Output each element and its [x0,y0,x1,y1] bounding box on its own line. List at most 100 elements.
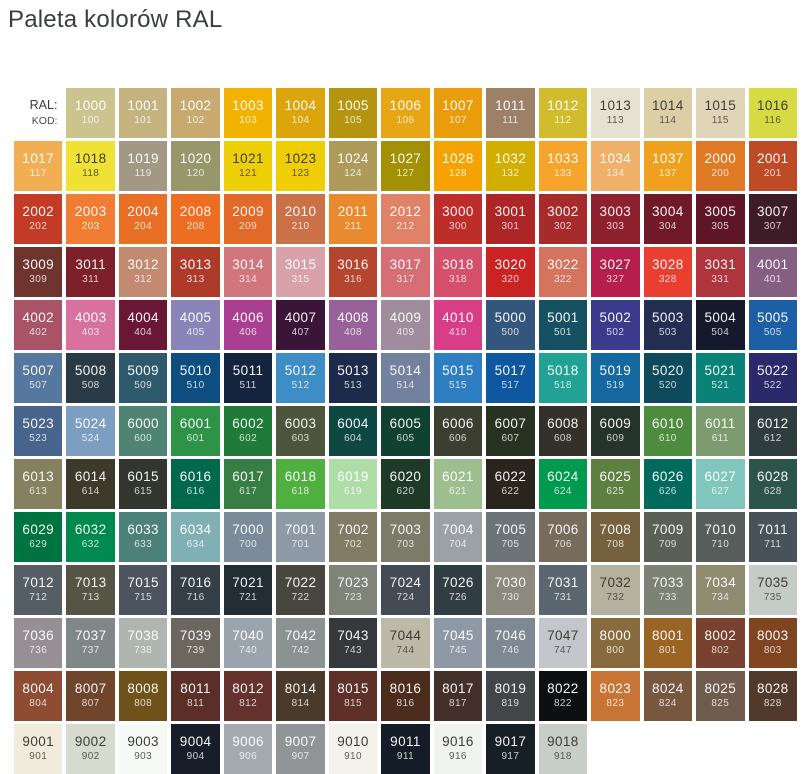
ral-swatch-8015: 8015 815 [328,671,378,721]
ral-code: 5021 [704,363,737,379]
ral-swatch-4010: 4010 410 [433,300,483,350]
kod-code: 713 [81,592,100,604]
ral-code: 2001 [756,151,789,167]
ral-code: 1032 [494,151,527,167]
ral-swatch-3018: 3018 318 [433,247,483,297]
ral-code: 9018 [547,734,579,750]
ral-swatch-6018: 6018 618 [276,459,325,509]
kod-code: 629 [29,539,48,551]
kod-code: 610 [658,433,677,445]
kod-code: 634 [186,539,205,551]
ral-code: 5017 [494,363,527,379]
ral-code: 6033 [127,522,159,538]
ral-swatch-6004: 6004 604 [328,406,378,456]
ral-swatch-4005: 4005 405 [171,300,220,350]
ral-code: 6019 [337,469,369,485]
kod-code: 119 [134,168,152,180]
kod-code: 602 [239,433,258,445]
kod-code: 403 [81,327,100,339]
ral-swatch-2011: 2011 211 [328,194,378,244]
ral-code: 8002 [704,628,737,644]
kod-code: 524 [81,433,100,445]
kod-code: 608 [553,433,572,445]
kod-code: 619 [344,486,362,498]
ral-swatch-6012: 6012 612 [748,406,797,456]
legend-cell: RAL: KOD: [14,88,63,138]
ral-code: 8000 [599,628,632,644]
ral-code: 6000 [127,416,159,432]
ral-swatch-7031: 7031 731 [538,565,588,615]
kod-code: 128 [449,168,467,180]
ral-swatch-6007: 6007 607 [486,406,535,456]
ral-code: 6007 [494,416,527,432]
kod-code: 100 [81,115,100,127]
ral-code: 6034 [179,522,212,538]
ral-code: 7023 [337,575,369,591]
ral-code: 5022 [756,363,789,379]
ral-code: 7006 [547,522,579,538]
kod-code: 712 [29,592,48,604]
kod-code: 732 [606,592,625,604]
ral-swatch-5022: 5022 522 [748,353,797,403]
ral-code: 7008 [599,522,632,538]
ral-swatch-7008: 7008 708 [591,512,640,562]
kod-code: 515 [449,380,467,392]
kod-code: 523 [29,433,48,445]
ral-code: 4010 [442,310,474,326]
ral-swatch-1012: 1012 112 [538,88,588,138]
ral-swatch-1020: 1020 120 [171,141,220,191]
ral-code: 7015 [127,575,159,591]
kod-code: 101 [134,115,153,127]
kod-code: 724 [396,592,415,604]
ral-swatch-5008: 5008 508 [66,353,115,403]
ral-swatch-6017: 6017 617 [223,459,273,509]
ral-swatch-3012: 3012 312 [118,247,168,297]
ral-swatch-1016: 1016 116 [748,88,797,138]
kod-code: 406 [239,327,258,339]
ral-swatch-7004: 7004 704 [433,512,483,562]
ral-code: 3020 [494,257,527,273]
ral-swatch-6013: 6013 613 [14,459,63,509]
kod-code: 505 [763,327,782,339]
ral-swatch-5007: 5007 507 [14,353,63,403]
ral-swatch-6033: 6033 633 [118,512,168,562]
ral-code: 7030 [494,575,527,591]
ral-code: 1017 [22,151,55,167]
kod-code: 823 [606,698,625,710]
ral-swatch-4004: 4004 404 [118,300,168,350]
ral-swatch-3017: 3017 317 [381,247,430,297]
ral-swatch-9003: 9003 903 [118,724,168,774]
kod-code: 410 [449,327,467,339]
ral-swatch-6028: 6028 628 [748,459,797,509]
ral-code: 1005 [337,98,369,114]
ral-swatch-7003: 7003 703 [381,512,430,562]
ral-code: 5023 [22,416,55,432]
kod-code: 801 [658,645,677,657]
ral-code: 1019 [127,151,159,167]
ral-code: 1033 [547,151,579,167]
ral-code: 6015 [127,469,159,485]
kod-code: 313 [186,274,205,286]
kod-code: 212 [396,221,415,233]
ral-swatch-2000: 2000 200 [696,141,745,191]
kod-code: 612 [763,433,782,445]
ral-code: 6025 [599,469,632,485]
ral-swatch-1013: 1013 113 [591,88,640,138]
ral-code: 6022 [494,469,527,485]
kod-code: 824 [658,698,677,710]
kod-code: 747 [553,645,572,657]
ral-code: 5007 [22,363,55,379]
ral-swatch-6022: 6022 622 [486,459,535,509]
ral-code: 7009 [652,522,684,538]
ral-code: 3022 [547,257,579,273]
ral-swatch-3020: 3020 320 [486,247,535,297]
ral-swatch-5023: 5023 523 [14,406,63,456]
kod-code: 210 [291,221,310,233]
ral-swatch-4002: 4002 402 [14,300,63,350]
ral-swatch-7040: 7040 740 [223,618,273,668]
kod-code: 111 [502,115,519,127]
ral-code: 7036 [22,628,55,644]
kod-code: 617 [239,486,258,498]
ral-swatch-1014: 1014 114 [643,88,693,138]
ral-code: 1002 [179,98,212,114]
